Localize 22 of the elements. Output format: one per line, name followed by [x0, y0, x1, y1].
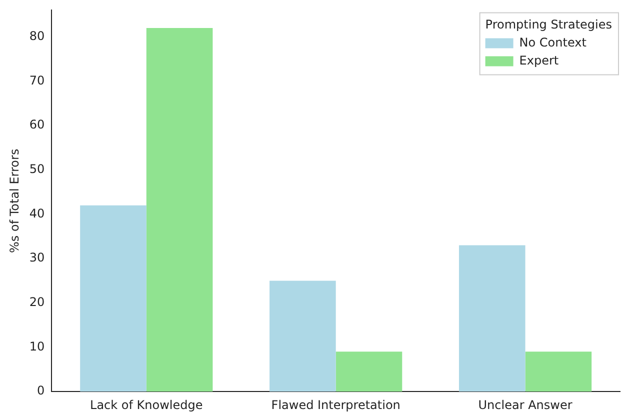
y-tick-label: 70 [29, 73, 45, 88]
x-tick-label: Flawed Interpretation [271, 398, 400, 412]
legend-title: Prompting Strategies [485, 17, 612, 32]
y-tick-label: 50 [29, 162, 45, 176]
bar [270, 280, 336, 392]
y-axis-title: %s of Total Errors [7, 148, 22, 253]
y-tick-label: 30 [29, 250, 45, 265]
y-tick-label: 0 [37, 384, 45, 398]
bar [80, 205, 146, 392]
legend-label: Expert [519, 53, 559, 68]
y-tick-label: 20 [29, 295, 45, 310]
bar [458, 245, 526, 392]
y-tick-label: 60 [29, 118, 45, 132]
legend-label: No Context [519, 35, 587, 50]
x-tick-label: Unclear Answer [478, 398, 572, 412]
y-tick-label: 10 [29, 339, 45, 354]
x-tick-label: Lack of Knowledge [90, 398, 203, 412]
bar [336, 352, 402, 392]
bar [146, 28, 213, 392]
y-tick-label: 80 [29, 28, 45, 43]
y-tick-label: 40 [29, 206, 45, 220]
bar [525, 352, 592, 392]
